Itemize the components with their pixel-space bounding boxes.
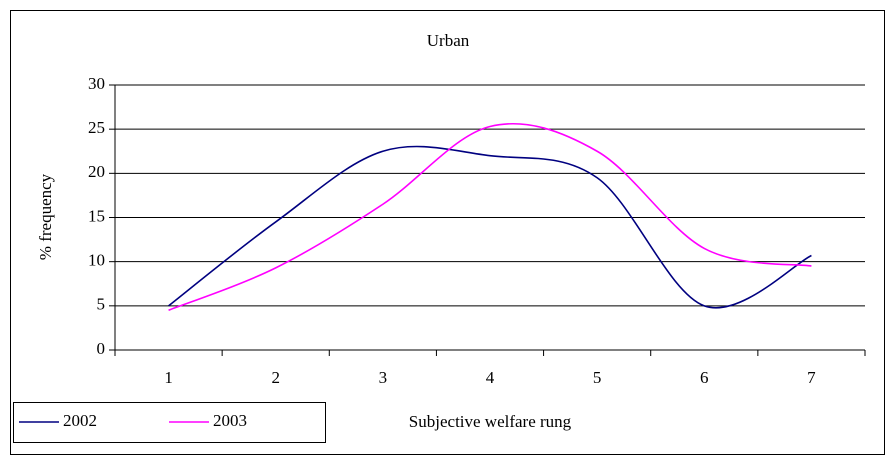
x-tick-label: 1 [164,368,173,387]
x-tick-label: 4 [486,368,495,387]
legend-label: 2003 [213,411,247,430]
chart-title: Urban [427,31,470,50]
y-tick-label: 20 [88,162,105,181]
x-axis-label: Subjective welfare rung [409,412,572,431]
y-tick-label: 5 [97,295,106,314]
y-tick-label: 10 [88,251,105,270]
y-tick-label: 30 [88,74,105,93]
legend-label: 2002 [63,411,97,430]
x-tick-label: 3 [379,368,388,387]
y-tick-label: 15 [88,206,105,225]
x-tick-label: 7 [807,368,816,387]
x-tick-label: 5 [593,368,602,387]
y-axis-label: % frequency [36,173,55,260]
series-line [168,122,812,311]
x-tick-label: 6 [700,368,709,387]
chart-border [10,10,885,455]
y-tick-label: 0 [97,339,106,358]
series-line [168,145,812,309]
legend: 2002 2003 [13,402,326,443]
y-tick-label: 25 [88,118,105,137]
x-tick-label: 2 [271,368,280,387]
